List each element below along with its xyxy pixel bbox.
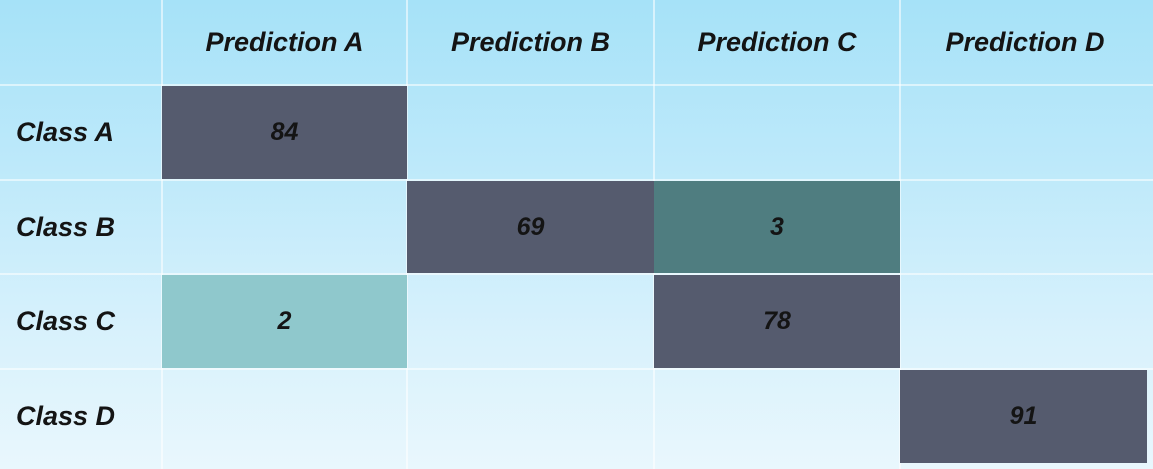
column-header-prediction-a: Prediction A bbox=[205, 26, 364, 57]
column-header-prediction-d: Prediction D bbox=[945, 26, 1105, 57]
row-header-class-c: Class C bbox=[16, 306, 116, 336]
row-header-class-a: Class A bbox=[16, 117, 115, 147]
cell-class-b-prediction-c: 3 bbox=[654, 181, 900, 273]
grid-line bbox=[0, 179, 1153, 181]
grid-line bbox=[899, 0, 901, 469]
row-header-class-d: Class D bbox=[16, 401, 116, 431]
cell-class-a-prediction-a: 84 bbox=[162, 86, 407, 179]
cell-class-c-prediction-a: 2 bbox=[162, 275, 407, 368]
grid-line bbox=[0, 273, 1153, 275]
cell-class-c-prediction-c: 78 bbox=[654, 275, 900, 368]
cell-class-d-prediction-d: 91 bbox=[900, 370, 1147, 463]
column-header-prediction-b: Prediction B bbox=[450, 26, 611, 57]
grid-line bbox=[0, 84, 1153, 86]
column-header-prediction-c: Prediction C bbox=[697, 26, 857, 57]
row-header-class-b: Class B bbox=[16, 211, 116, 242]
cell-class-b-prediction-b: 69 bbox=[407, 181, 654, 273]
grid-line bbox=[161, 0, 163, 469]
grid-line bbox=[0, 368, 1153, 370]
